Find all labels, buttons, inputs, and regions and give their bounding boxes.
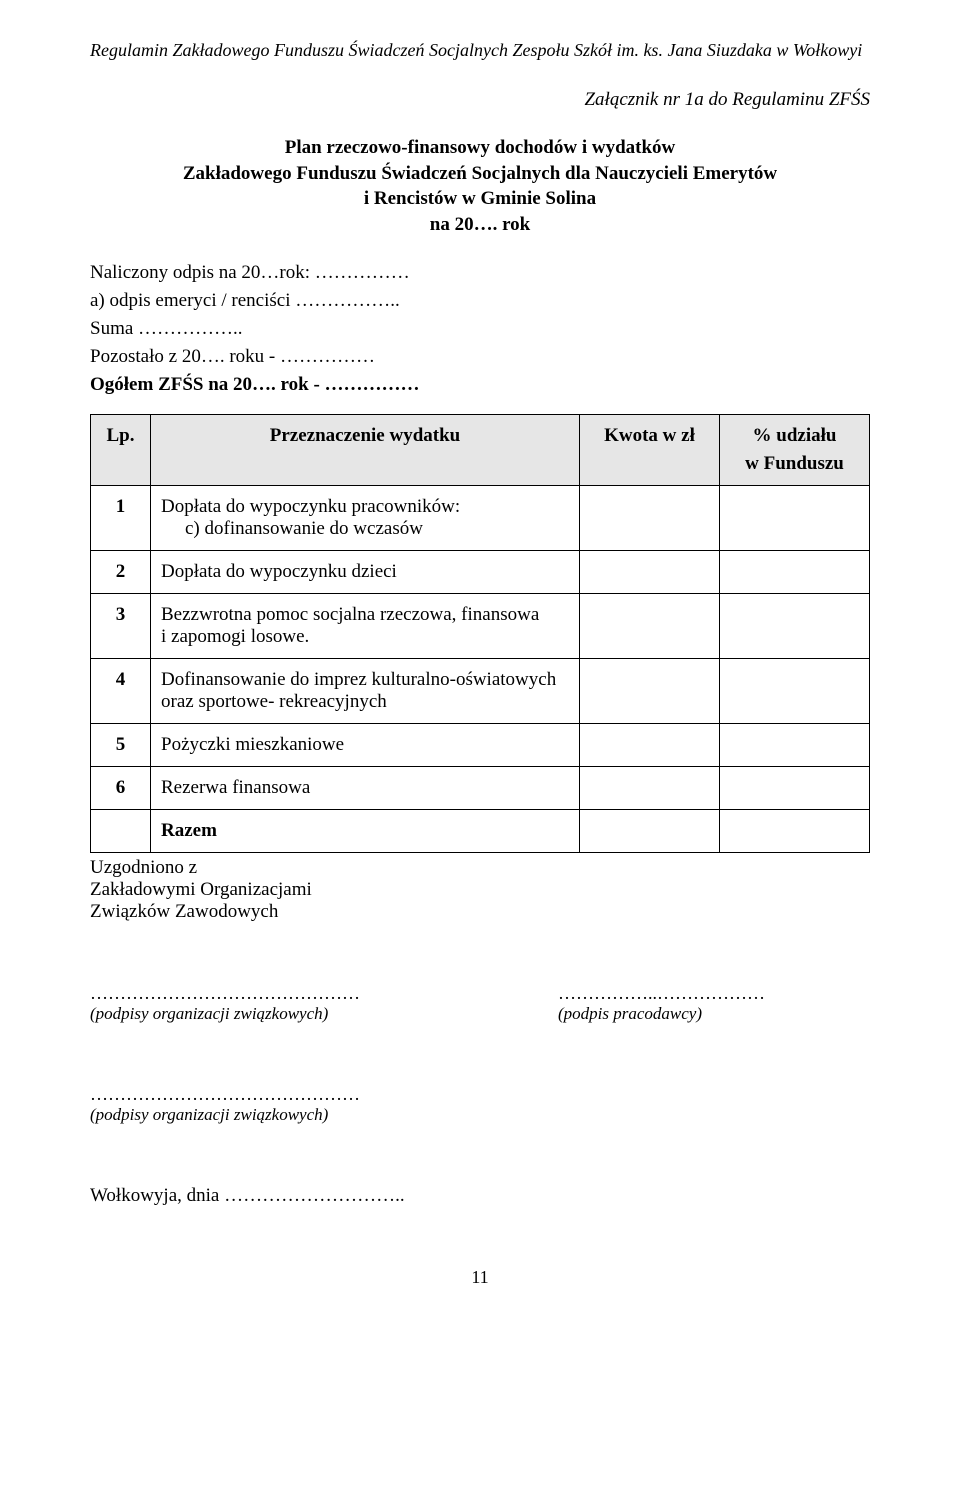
cell-kwota [580,658,720,723]
sig-left-dots: ……………………………………… [90,983,519,1004]
cell-kwota [580,593,720,658]
preline-2: a) odpis emeryci / renciści …………….. [90,290,870,312]
cell-udzial [720,723,870,766]
row-main-text: Rezerwa finansowa [161,777,569,799]
table-row: 4Dofinansowanie do imprez kulturalno-ośw… [91,658,870,723]
uzg-l2: Zakładowymi Organizacjami [90,879,870,901]
cell-kwota [580,550,720,593]
th-kwota: Kwota w zł [580,414,720,485]
cell-udzial [720,593,870,658]
title-l1: Plan rzeczowo-finansowy dochodów i wydat… [90,135,870,161]
table-row: 1Dopłata do wypoczynku pracowników:c) do… [91,485,870,550]
table-row: 2 Dopłata do wypoczynku dzieci [91,550,870,593]
uzg-l1: Uzgodniono z [90,857,870,879]
row-main-text: Razem [161,820,569,842]
cell-przeznaczenie: Razem [151,809,580,852]
cell-udzial [720,766,870,809]
footer-uzgodniono: Uzgodniono z Zakładowymi Organizacjami Z… [90,857,870,923]
cell-przeznaczenie: Pożyczki mieszkaniowe [151,723,580,766]
row-sub-text: c) dofinansowanie do wczasów [161,518,569,540]
cell-udzial [720,550,870,593]
cell-kwota [580,485,720,550]
cell-lp: 2 [91,550,151,593]
cell-lp: 5 [91,723,151,766]
cell-udzial [720,658,870,723]
th-lp: Lp. [91,414,151,485]
table-row: 5 Pożyczki mieszkaniowe [91,723,870,766]
table-row: 3Bezzwrotna pomoc socjalna rzeczowa, fin… [91,593,870,658]
title-block: Plan rzeczowo-finansowy dochodów i wydat… [90,135,870,238]
cell-lp: 1 [91,485,151,550]
cell-przeznaczenie: Dofinansowanie do imprez kulturalno-oświ… [151,658,580,723]
page-number: 11 [90,1267,870,1288]
sig-right: ……………..……………… (podpis pracodawcy) [558,983,870,1024]
title-l2: Zakładowego Funduszu Świadczeń Socjalnyc… [90,161,870,187]
cell-przeznaczenie: Dopłata do wypoczynku pracowników:c) dof… [151,485,580,550]
title-l3: i Rencistów w Gminie Solina [90,186,870,212]
preline-1: Naliczony odpis na 20…rok: …………… [90,262,870,284]
signature-row-2: ……………………………………… (podpisy organizacji zwi… [90,1084,870,1125]
table-row: Razem [91,809,870,852]
sig-right-label: (podpis pracodawcy) [558,1004,870,1024]
preline-4: Pozostało z 20…. roku - …………… [90,346,870,368]
page: Regulamin Zakładowego Funduszu Świadczeń… [0,0,960,1328]
sig-left: ……………………………………… (podpisy organizacji zwi… [90,983,519,1024]
row-main-text: Dopłata do wypoczynku dzieci [161,561,569,583]
sig-right-dots: ……………..……………… [558,983,870,1004]
th-udzial-l1: % udziału [730,425,859,447]
th-udzial: % udziału w Funduszu [720,414,870,485]
main-table: Lp. Przeznaczenie wydatku Kwota w zł % u… [90,414,870,853]
th-przezn: Przeznaczenie wydatku [151,414,580,485]
cell-kwota [580,766,720,809]
uzg-l3: Związków Zawodowych [90,901,870,923]
cell-kwota [580,809,720,852]
row-main-text: Pożyczki mieszkaniowe [161,734,569,756]
title-l4: na 20…. rok [90,212,870,238]
date-line: Wołkowyja, dnia ……………………….. [90,1185,870,1207]
preline-5: Ogółem ZFŚS na 20…. rok - …………… [90,374,870,396]
signature-row-1: ……………………………………… (podpisy organizacji zwi… [90,983,870,1024]
cell-lp [91,809,151,852]
table-body: 1Dopłata do wypoczynku pracowników:c) do… [91,485,870,852]
cell-przeznaczenie: Dopłata do wypoczynku dzieci [151,550,580,593]
doc-header-italic: Regulamin Zakładowego Funduszu Świadczeń… [90,40,870,61]
row-main-text: Dofinansowanie do imprez kulturalno-oświ… [161,669,569,713]
sig2-label: (podpisy organizacji związkowych) [90,1105,870,1125]
cell-udzial [720,809,870,852]
th-udzial-l2: w Funduszu [730,453,859,475]
row-main-text: Dopłata do wypoczynku pracowników: [161,496,569,518]
cell-lp: 4 [91,658,151,723]
table-header-row: Lp. Przeznaczenie wydatku Kwota w zł % u… [91,414,870,485]
cell-udzial [720,485,870,550]
table-row: 6 Rezerwa finansowa [91,766,870,809]
cell-lp: 3 [91,593,151,658]
preline-3: Suma …………….. [90,318,870,340]
cell-kwota [580,723,720,766]
cell-przeznaczenie: Bezzwrotna pomoc socjalna rzeczowa, fina… [151,593,580,658]
row-main-text: Bezzwrotna pomoc socjalna rzeczowa, fina… [161,604,569,648]
cell-przeznaczenie: Rezerwa finansowa [151,766,580,809]
attachment-line: Załącznik nr 1a do Regulaminu ZFŚS [90,89,870,111]
cell-lp: 6 [91,766,151,809]
sig2-dots: ……………………………………… [90,1084,870,1105]
sig-left-label: (podpisy organizacji związkowych) [90,1004,519,1024]
